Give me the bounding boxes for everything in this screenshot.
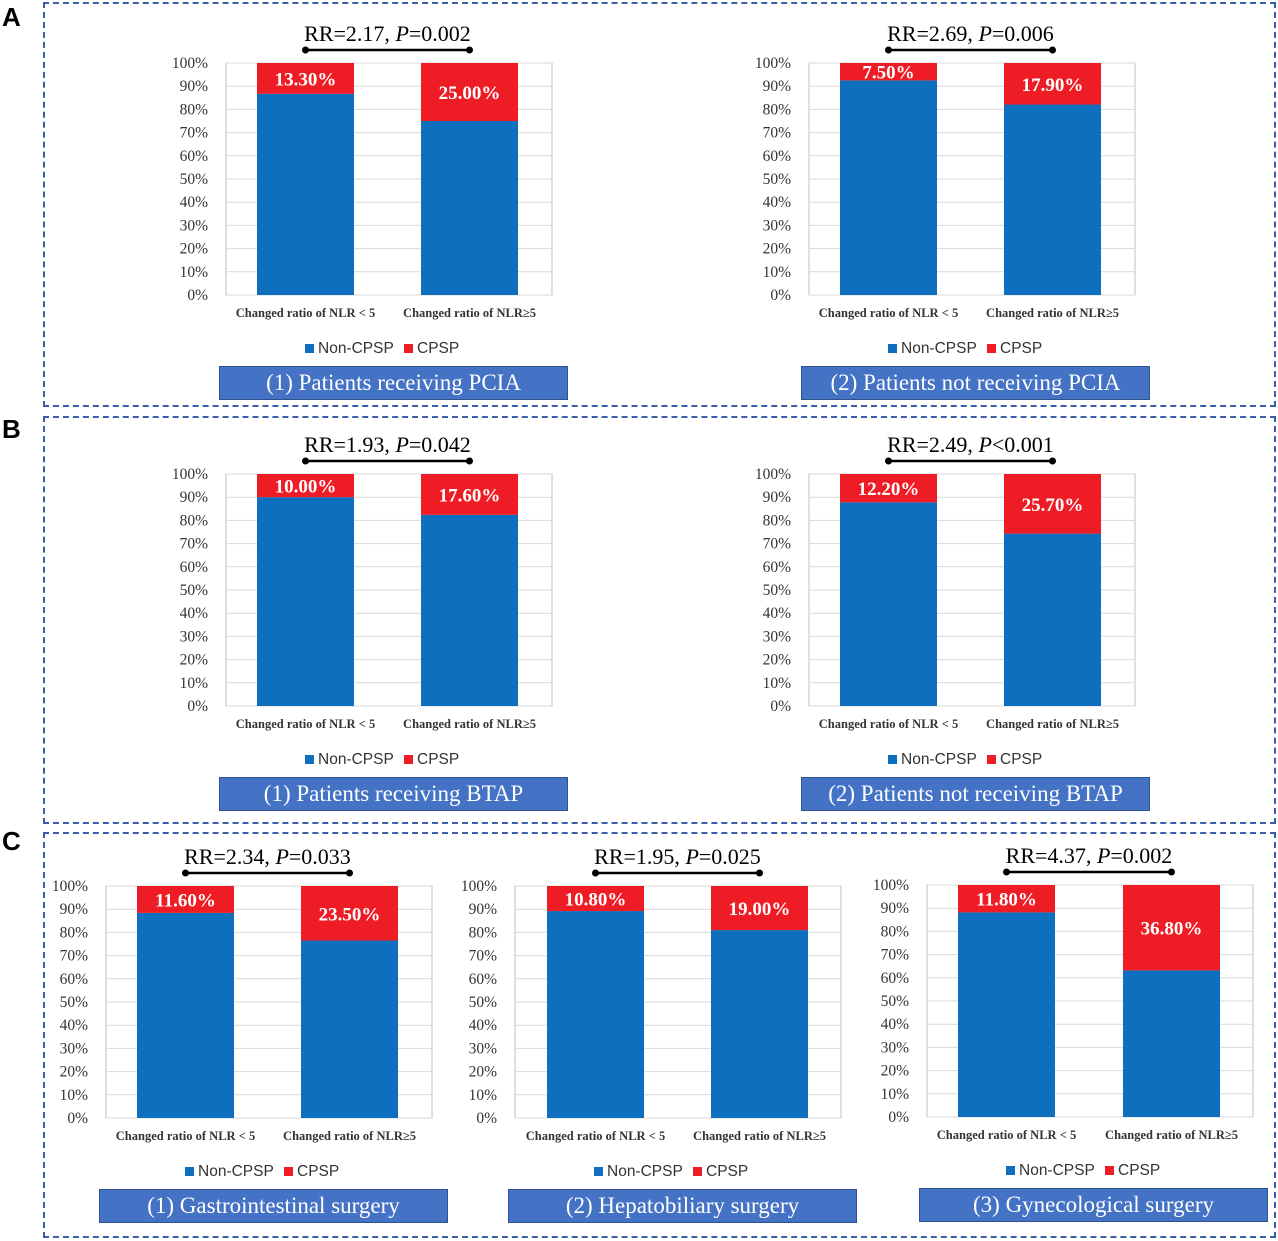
subtitle-b1: (1) Patients receiving BTAP <box>219 777 568 811</box>
panel-letter-a: A <box>2 2 21 32</box>
subtitle-b2: (2) Patients not receiving BTAP <box>801 777 1150 811</box>
panel-letter-c: C <box>2 826 21 856</box>
subtitle-c1: (1) Gastrointestinal surgery <box>99 1189 448 1223</box>
subtitle-c3: (3) Gynecological surgery <box>919 1188 1268 1222</box>
panel-b-frame <box>43 416 1276 824</box>
panel-c-frame <box>43 832 1276 1238</box>
subtitle-c2: (2) Hepatobiliary surgery <box>508 1189 857 1223</box>
panel-a-frame <box>43 2 1276 407</box>
panel-letter-b: B <box>2 414 21 444</box>
subtitle-a2: (2) Patients not receiving PCIA <box>801 366 1150 400</box>
subtitle-a1: (1) Patients receiving PCIA <box>219 366 568 400</box>
